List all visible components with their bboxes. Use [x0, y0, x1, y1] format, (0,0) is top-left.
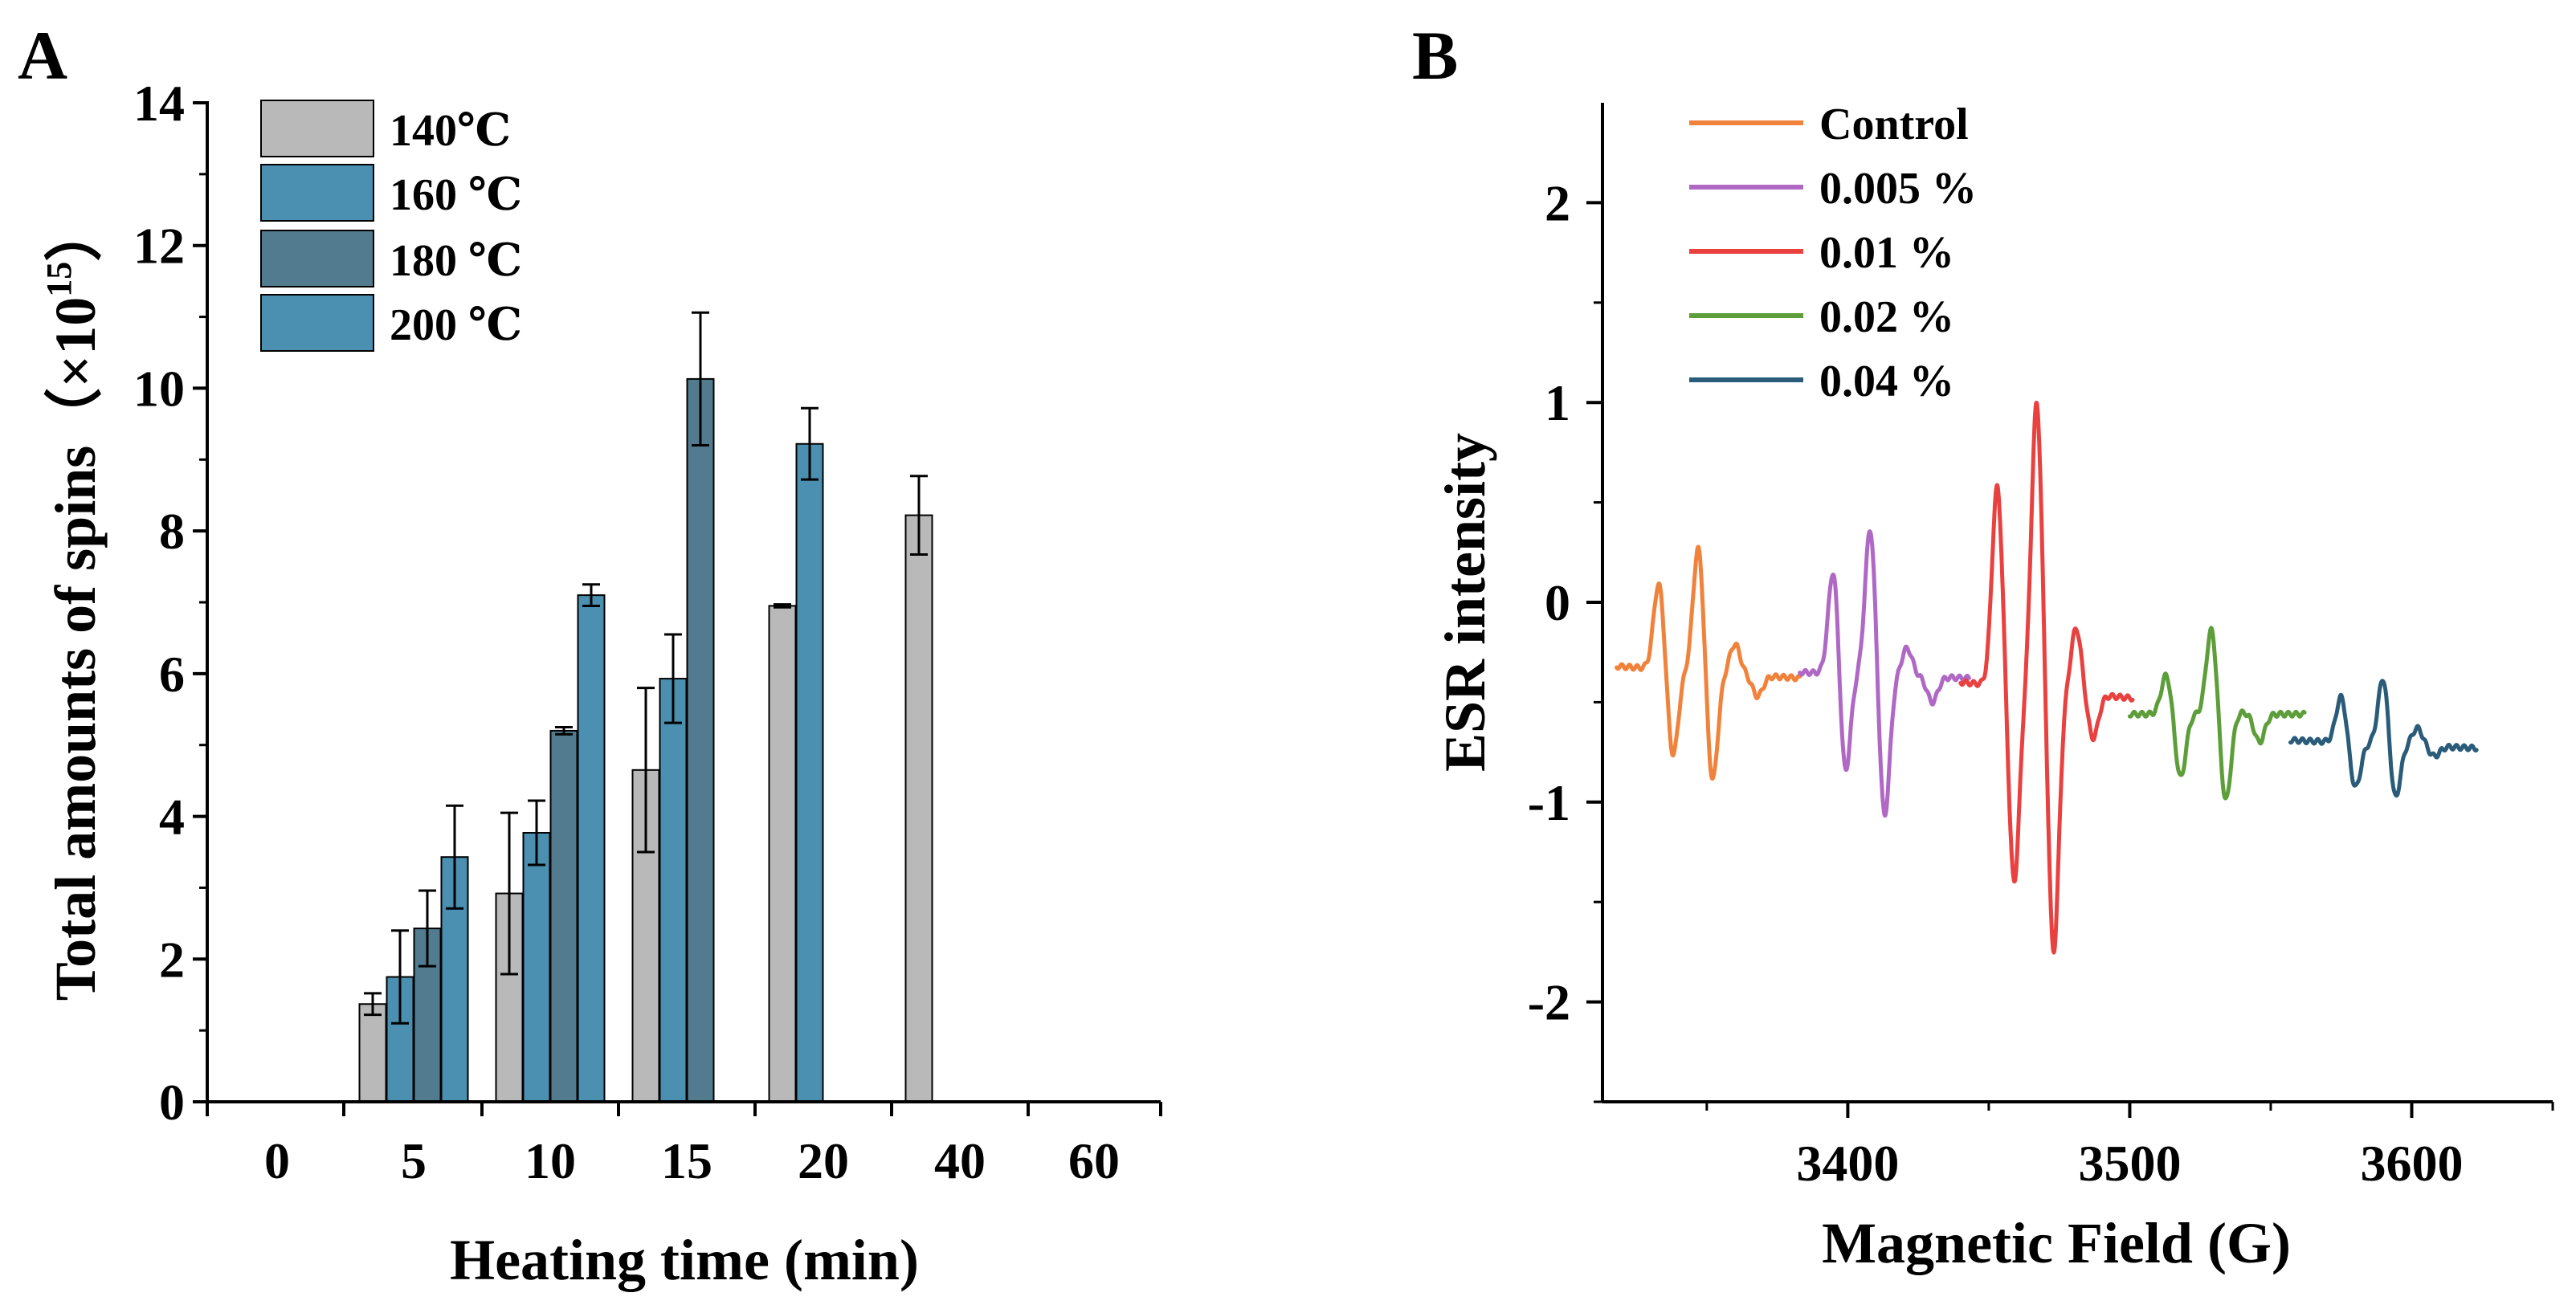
- x-axis-title-b: Magnetic Field (G): [1822, 1211, 2291, 1275]
- error-bar-1-5: [391, 929, 409, 1025]
- error-bar-1-15: [664, 633, 682, 724]
- y-tick-label-a: 8: [159, 503, 185, 560]
- y-axis-title-a: Total amounts of spins（×1015）: [39, 204, 108, 1001]
- series-lines: [1615, 401, 2479, 955]
- panel-label-a: A: [18, 17, 67, 94]
- error-bar-0-10: [500, 811, 518, 976]
- x-tick-label-a: 10: [525, 1132, 576, 1189]
- legend-b: Control 0.005 % 0.01 % 0.02 % 0.04 %: [1689, 100, 1977, 406]
- axes-a: 0 2 4 6 8 10 12 14 0 5 10 15 20 40 60: [133, 75, 1162, 1189]
- bar-1-20: [795, 442, 824, 1103]
- legend-a: 140℃ 160 ℃ 180 ℃ 200 ℃: [260, 100, 522, 352]
- error-bar-0-20: [774, 603, 791, 609]
- legend-swatch-a: [260, 164, 374, 222]
- bar-chart-panel-a: 0 2 4 6 8 10 12 14 0 5 10 15 20 40 60 140℃ 160 ℃ 180 ℃ 20…: [39, 75, 1162, 1292]
- x-tick-label-a: 20: [798, 1132, 849, 1189]
- error-bar-2-10: [555, 726, 573, 736]
- x-tick-label-a: 5: [401, 1132, 427, 1189]
- line-chart-panel-b: -2 -1 0 1 2 3400 3500 3600 Control 0.005 % 0.01 %…: [1433, 100, 2554, 1275]
- legend-label-b: 0.02 %: [1819, 292, 1954, 342]
- error-bar-0-15: [637, 687, 655, 854]
- bar-1-15: [659, 678, 688, 1103]
- legend-label-a: 160 ℃: [390, 170, 522, 220]
- series-line-2: [1958, 401, 2135, 955]
- error-bar-2-15: [692, 311, 709, 447]
- legend-label-a: 180 ℃: [390, 236, 522, 286]
- error-bar-0-40: [910, 475, 928, 556]
- y-tick-label-b: 1: [1545, 374, 1570, 431]
- error-bar-0-5: [364, 992, 382, 1017]
- legend-item-a: 140℃: [260, 100, 511, 157]
- legend-item-b: 0.01 %: [1689, 228, 1954, 278]
- legend-label-b: 0.01 %: [1819, 228, 1954, 278]
- series-line-1: [1798, 529, 1971, 818]
- y-tick-label-b: 0: [1545, 574, 1570, 631]
- y-tick-label-a: 2: [159, 931, 185, 988]
- y-axis-title-a-superscript: 15: [39, 262, 79, 297]
- legend-label-b: 0.005 %: [1819, 164, 1977, 214]
- legend-label-b: 0.04 %: [1819, 357, 1954, 406]
- y-tick-label-b: -1: [1528, 774, 1570, 831]
- legend-item-b: 0.04 %: [1689, 357, 1954, 406]
- error-bar-1-10: [528, 799, 545, 867]
- x-axis-title-a: Heating time (min): [450, 1228, 919, 1292]
- legend-item-a: 200 ℃: [260, 294, 522, 352]
- x-tick-label-a: 60: [1068, 1132, 1120, 1189]
- bar-3-10: [577, 594, 606, 1103]
- y-tick-label-a: 10: [133, 360, 185, 417]
- x-tick-label-b: 3500: [2078, 1135, 2181, 1192]
- legend-item-a: 180 ℃: [260, 230, 522, 287]
- x-tick-label-b: 3600: [2360, 1135, 2463, 1192]
- x-tick-label-b: 3400: [1796, 1135, 1899, 1192]
- legend-label-a: 200 ℃: [390, 300, 522, 350]
- y-tick-label-b: 2: [1545, 174, 1570, 231]
- legend-swatch-a: [260, 230, 374, 287]
- y-axis-title-a-suffix: ）: [43, 204, 108, 262]
- legend-swatch-a: [260, 294, 374, 352]
- bar-group: [358, 311, 933, 1103]
- y-tick-label-a: 14: [133, 75, 185, 132]
- panel-label-b: B: [1412, 17, 1458, 94]
- legend-item-b: Control: [1689, 100, 1969, 149]
- legend-label-a: 140℃: [390, 106, 511, 156]
- bar-2-15: [686, 377, 715, 1103]
- legend-item-b: 0.02 %: [1689, 292, 1954, 342]
- error-bar-1-20: [801, 406, 819, 481]
- y-tick-label-a: 0: [159, 1074, 185, 1131]
- y-tick-label-a: 6: [159, 646, 185, 703]
- legend-item-a: 160 ℃: [260, 164, 522, 222]
- error-bar-2-5: [418, 889, 436, 968]
- y-axis-title-a-main: Total amounts of spins（×10: [43, 297, 108, 1001]
- series-line-0: [1615, 544, 1802, 781]
- y-tick-label-a: 12: [133, 218, 185, 275]
- x-tick-label-a: 0: [264, 1132, 290, 1189]
- legend-swatch-a: [260, 100, 374, 157]
- bar-0-5: [358, 1003, 387, 1103]
- legend-label-b: Control: [1819, 100, 1969, 149]
- bar-1-10: [522, 832, 551, 1103]
- y-tick-label-a: 4: [159, 789, 185, 846]
- bar-0-40: [904, 514, 933, 1103]
- bar-0-20: [768, 605, 797, 1103]
- axes-b: -2 -1 0 1 2 3400 3500 3600: [1528, 103, 2554, 1192]
- error-bar-3-5: [446, 804, 463, 910]
- series-line-4: [2288, 679, 2479, 798]
- error-bar-3-10: [582, 583, 600, 607]
- bar-2-10: [549, 729, 578, 1103]
- x-tick-label-a: 15: [661, 1132, 712, 1189]
- legend-item-b: 0.005 %: [1689, 164, 1977, 214]
- x-tick-label-a: 40: [934, 1132, 986, 1189]
- y-axis-title-b: ESR intensity: [1433, 433, 1497, 772]
- y-tick-label-b: -2: [1528, 974, 1570, 1031]
- series-line-3: [2127, 626, 2307, 801]
